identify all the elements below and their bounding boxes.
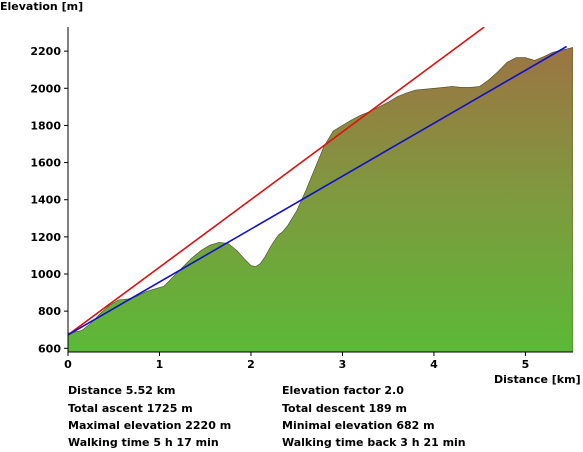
y-axis-title: Elevation [m] — [0, 0, 84, 13]
x-tick-label: 1 — [156, 358, 164, 371]
blue-reference-line — [68, 45, 567, 336]
y-tick-label: 1000 — [30, 268, 61, 281]
x-tick-label: 5 — [522, 358, 530, 371]
y-tick-label: 800 — [38, 305, 61, 318]
x-tick-label: 4 — [430, 358, 438, 371]
x-tick-label: 3 — [339, 358, 347, 371]
x-tick-label: 0 — [64, 358, 72, 371]
y-tick-label: 600 — [38, 342, 61, 355]
y-tick-label: 1800 — [30, 119, 61, 132]
y-tick-label: 2200 — [30, 45, 61, 58]
x-axis-title: Distance [km] — [494, 373, 581, 386]
y-tick-label: 1200 — [30, 231, 61, 244]
y-tick-label: 1400 — [30, 194, 61, 207]
y-tick-label: 2000 — [30, 82, 61, 95]
y-tick-label: 1600 — [30, 157, 61, 170]
x-tick-label: 2 — [247, 358, 255, 371]
red-reference-line — [68, 27, 485, 336]
